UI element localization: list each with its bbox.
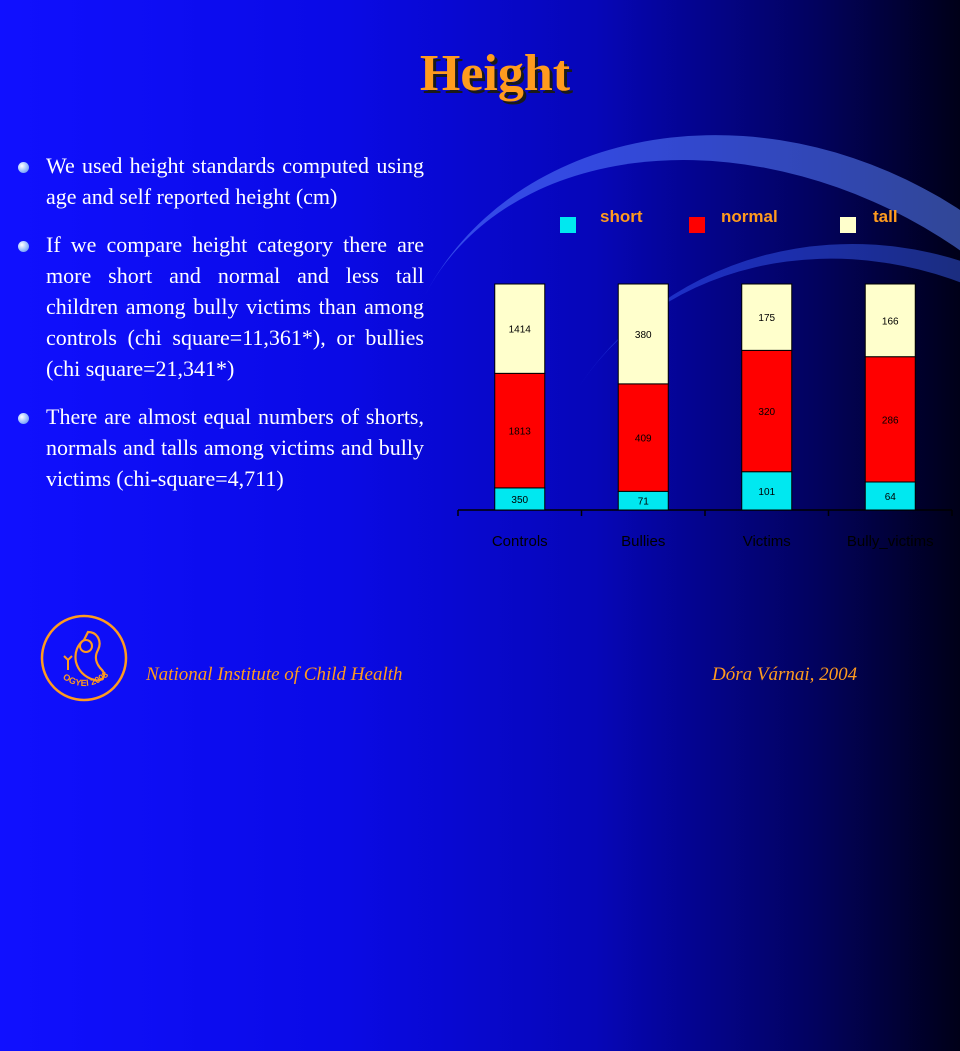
bullet-item: If we compare height category there are … — [18, 229, 424, 384]
bar-tall — [494, 283, 546, 374]
stacked-bar-chart: 350 1813 1414 Controls 71 409 380 Bullies 101 320… — [457, 283, 953, 550]
legend-label-normal: normal — [721, 207, 778, 226]
bar-tall — [864, 283, 916, 358]
bullet-text: There are almost equal numbers of shorts… — [46, 404, 424, 491]
bullet-item: There are almost equal numbers of shorts… — [18, 401, 424, 494]
data-label-short: 71 — [638, 497, 650, 508]
data-label-normal: 409 — [635, 434, 652, 445]
bar-tall — [617, 283, 669, 385]
bar-tall — [741, 283, 793, 351]
data-label-tall: 380 — [635, 330, 652, 341]
bar-normal — [617, 383, 669, 492]
x-tick-label: Bully_victims — [847, 533, 934, 550]
chart-legend: short normal tall — [560, 207, 920, 237]
legend-swatch-tall — [840, 217, 856, 233]
bar-normal — [864, 356, 916, 483]
data-label-tall: 175 — [758, 313, 775, 324]
bullet-list: We used height standards computed using … — [18, 150, 424, 511]
data-label-normal: 320 — [758, 407, 775, 418]
data-label-normal: 1813 — [509, 427, 532, 438]
bullet-dot-icon — [18, 162, 29, 173]
x-tick-label: Victims — [743, 533, 791, 550]
slide-title: Height — [419, 45, 571, 102]
x-tick-label: Controls — [492, 533, 548, 550]
legend-swatch-normal — [689, 217, 705, 233]
bullet-text: If we compare height category there are … — [46, 232, 424, 381]
legend-label-short: short — [600, 207, 643, 226]
x-tick-label: Bullies — [621, 533, 665, 550]
institute-logo: OGYEI 2003 — [40, 614, 128, 702]
footer-author: Dóra Várnai, 2004 — [712, 664, 858, 685]
bullet-text: We used height standards computed using … — [46, 153, 424, 209]
bar-normal — [741, 349, 793, 473]
legend-label-tall: tall — [873, 207, 898, 226]
footer-institute: National Institute of Child Health — [146, 664, 403, 685]
bullet-dot-icon — [18, 241, 29, 252]
data-label-normal: 286 — [882, 415, 899, 426]
data-label-tall: 166 — [882, 316, 899, 327]
data-label-short: 64 — [885, 492, 897, 503]
legend-swatch-short — [560, 217, 576, 233]
logo-text: OGYEI 2003 — [61, 669, 110, 688]
bullet-dot-icon — [18, 413, 29, 424]
data-label-short: 101 — [758, 487, 775, 498]
bar-short — [741, 471, 793, 511]
bullet-item: We used height standards computed using … — [18, 150, 424, 212]
data-label-short: 350 — [511, 495, 528, 506]
data-label-tall: 1414 — [509, 325, 532, 336]
svg-text:OGYEI 2003: OGYEI 2003 — [61, 669, 110, 688]
